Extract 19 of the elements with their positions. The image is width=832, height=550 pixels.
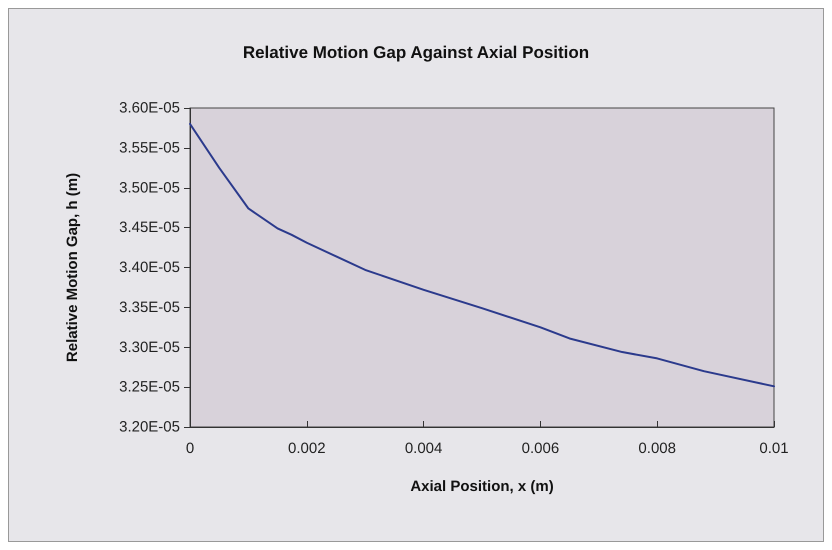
- y-tick-label: 3.55E-05: [119, 139, 180, 156]
- y-tick-label: 3.20E-05: [119, 418, 180, 436]
- y-axis-title: Relative Motion Gap, h (m): [64, 172, 81, 362]
- y-tick-label: 3.45E-05: [119, 219, 180, 236]
- chart-title: Relative Motion Gap Against Axial Position: [242, 43, 590, 62]
- x-tick-label: 0.002: [288, 440, 326, 457]
- x-tick-label: 0.004: [404, 440, 442, 457]
- x-tick-label: 0: [186, 440, 194, 457]
- x-tick-label: 0.006: [522, 440, 560, 457]
- x-tick-label: 0.01: [759, 440, 789, 457]
- x-tick-label: 0.008: [638, 440, 676, 457]
- y-tick-label: 3.35E-05: [119, 298, 180, 316]
- x-axis-title: Axial Position, x (m): [410, 478, 554, 495]
- y-tick-label: 3.30E-05: [119, 338, 180, 356]
- y-tick-label: 3.50E-05: [119, 179, 180, 196]
- line-series: [189, 122, 775, 388]
- y-tick-label: 3.25E-05: [119, 378, 180, 396]
- y-tick-label: 3.40E-05: [119, 259, 180, 276]
- y-tick-label: 3.60E-05: [119, 100, 180, 116]
